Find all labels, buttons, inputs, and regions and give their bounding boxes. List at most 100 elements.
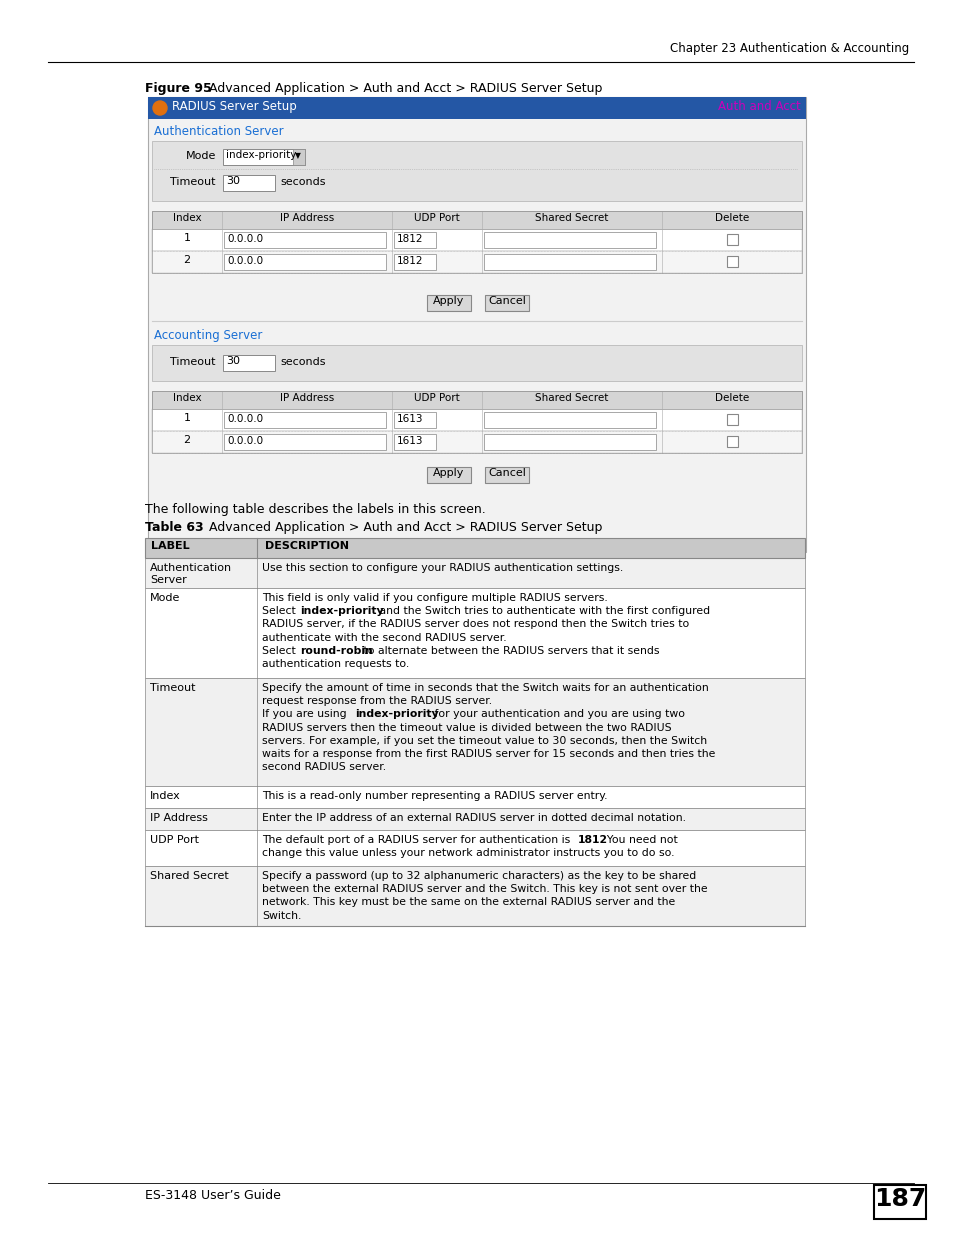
Text: 30: 30	[226, 177, 240, 186]
Text: Index: Index	[150, 790, 180, 802]
Text: Authentication Server: Authentication Server	[153, 125, 283, 138]
Text: Enter the IP address of an external RADIUS server in dotted decimal notation.: Enter the IP address of an external RADI…	[262, 813, 685, 823]
Text: Shared Secret: Shared Secret	[150, 871, 229, 881]
Text: index-priority: index-priority	[226, 149, 296, 161]
Text: Switch.: Switch.	[262, 910, 301, 920]
FancyBboxPatch shape	[223, 354, 274, 370]
Text: Delete: Delete	[714, 393, 748, 403]
FancyBboxPatch shape	[484, 467, 529, 483]
Text: 1: 1	[183, 412, 191, 424]
FancyBboxPatch shape	[145, 808, 804, 830]
FancyBboxPatch shape	[152, 141, 801, 201]
FancyBboxPatch shape	[145, 588, 804, 678]
Text: Shared Secret: Shared Secret	[535, 393, 608, 403]
FancyBboxPatch shape	[873, 1186, 925, 1219]
FancyBboxPatch shape	[483, 412, 656, 429]
Text: round-robin: round-robin	[300, 646, 373, 656]
Text: seconds: seconds	[280, 177, 325, 186]
FancyBboxPatch shape	[152, 431, 801, 453]
Text: Timeout: Timeout	[171, 357, 215, 367]
FancyBboxPatch shape	[224, 232, 386, 248]
Text: Use this section to configure your RADIUS authentication settings.: Use this section to configure your RADIU…	[262, 563, 622, 573]
FancyBboxPatch shape	[152, 391, 801, 409]
FancyBboxPatch shape	[484, 295, 529, 311]
Text: 30: 30	[226, 356, 240, 366]
Text: Apply: Apply	[433, 468, 464, 478]
Text: 2: 2	[183, 435, 191, 445]
FancyBboxPatch shape	[394, 433, 436, 450]
FancyBboxPatch shape	[483, 254, 656, 270]
Text: 2: 2	[183, 254, 191, 266]
Text: UDP Port: UDP Port	[150, 835, 199, 845]
Text: UDP Port: UDP Port	[414, 212, 459, 224]
FancyBboxPatch shape	[145, 830, 804, 866]
Text: and the Switch tries to authenticate with the first configured: and the Switch tries to authenticate wit…	[376, 606, 710, 616]
FancyBboxPatch shape	[483, 433, 656, 450]
Text: RADIUS Server Setup: RADIUS Server Setup	[172, 100, 296, 112]
Text: The default port of a RADIUS server for authentication is: The default port of a RADIUS server for …	[262, 835, 573, 845]
Text: 1812: 1812	[396, 256, 423, 266]
Text: 0.0.0.0: 0.0.0.0	[227, 256, 263, 266]
FancyBboxPatch shape	[145, 678, 804, 785]
Text: IP Address: IP Address	[279, 393, 334, 403]
FancyBboxPatch shape	[152, 345, 801, 382]
Text: 0.0.0.0: 0.0.0.0	[227, 436, 263, 446]
Text: 1613: 1613	[396, 414, 423, 424]
FancyBboxPatch shape	[726, 233, 738, 245]
FancyBboxPatch shape	[224, 433, 386, 450]
Text: for your authentication and you are using two: for your authentication and you are usin…	[431, 709, 684, 720]
Text: Cancel: Cancel	[488, 296, 525, 306]
FancyBboxPatch shape	[427, 467, 471, 483]
Text: Accounting Server: Accounting Server	[153, 329, 262, 342]
Text: authenticate with the second RADIUS server.: authenticate with the second RADIUS serv…	[262, 632, 506, 642]
Text: 1: 1	[183, 233, 191, 243]
Text: Advanced Application > Auth and Acct > RADIUS Server Setup: Advanced Application > Auth and Acct > R…	[196, 521, 601, 534]
FancyBboxPatch shape	[726, 256, 738, 267]
FancyBboxPatch shape	[293, 149, 305, 165]
Text: Cancel: Cancel	[488, 468, 525, 478]
Text: 0.0.0.0: 0.0.0.0	[227, 233, 263, 245]
FancyBboxPatch shape	[224, 254, 386, 270]
FancyBboxPatch shape	[394, 232, 436, 248]
Text: second RADIUS server.: second RADIUS server.	[262, 762, 386, 772]
Text: This is a read-only number representing a RADIUS server entry.: This is a read-only number representing …	[262, 790, 607, 802]
Text: IP Address: IP Address	[279, 212, 334, 224]
Text: RADIUS servers then the timeout value is divided between the two RADIUS: RADIUS servers then the timeout value is…	[262, 722, 671, 732]
FancyBboxPatch shape	[394, 412, 436, 429]
Text: RADIUS server, if the RADIUS server does not respond then the Switch tries to: RADIUS server, if the RADIUS server does…	[262, 620, 688, 630]
Text: 0.0.0.0: 0.0.0.0	[227, 414, 263, 424]
Text: Select: Select	[262, 646, 299, 656]
Text: seconds: seconds	[280, 357, 325, 367]
FancyBboxPatch shape	[224, 412, 386, 429]
Text: 1812: 1812	[396, 233, 423, 245]
FancyBboxPatch shape	[726, 414, 738, 425]
Text: Auth and Acct: Auth and Acct	[718, 100, 801, 112]
Text: DESCRIPTION: DESCRIPTION	[265, 541, 349, 551]
Text: request response from the RADIUS server.: request response from the RADIUS server.	[262, 697, 492, 706]
FancyBboxPatch shape	[427, 295, 471, 311]
FancyBboxPatch shape	[148, 98, 805, 119]
FancyBboxPatch shape	[394, 254, 436, 270]
FancyBboxPatch shape	[726, 436, 738, 447]
Text: servers. For example, if you set the timeout value to 30 seconds, then the Switc: servers. For example, if you set the tim…	[262, 736, 706, 746]
Text: . You need not: . You need not	[599, 835, 677, 845]
Text: Specify the amount of time in seconds that the Switch waits for an authenticatio: Specify the amount of time in seconds th…	[262, 683, 708, 693]
FancyBboxPatch shape	[223, 149, 305, 165]
Text: 1613: 1613	[396, 436, 423, 446]
Text: The following table describes the labels in this screen.: The following table describes the labels…	[145, 503, 485, 516]
Text: 1812: 1812	[578, 835, 608, 845]
Text: Authentication
Server: Authentication Server	[150, 563, 232, 584]
FancyBboxPatch shape	[152, 409, 801, 431]
Text: Delete: Delete	[714, 212, 748, 224]
Text: index-priority: index-priority	[300, 606, 383, 616]
Text: UDP Port: UDP Port	[414, 393, 459, 403]
Text: If you are using: If you are using	[262, 709, 350, 720]
Text: Figure 95: Figure 95	[145, 82, 212, 95]
Text: Table 63: Table 63	[145, 521, 203, 534]
Text: Timeout: Timeout	[150, 683, 195, 693]
Text: 187: 187	[873, 1187, 925, 1212]
Text: change this value unless your network administrator instructs you to do so.: change this value unless your network ad…	[262, 848, 674, 858]
Text: to alternate between the RADIUS servers that it sends: to alternate between the RADIUS servers …	[359, 646, 659, 656]
Text: index-priority: index-priority	[355, 709, 437, 720]
FancyBboxPatch shape	[148, 98, 805, 552]
